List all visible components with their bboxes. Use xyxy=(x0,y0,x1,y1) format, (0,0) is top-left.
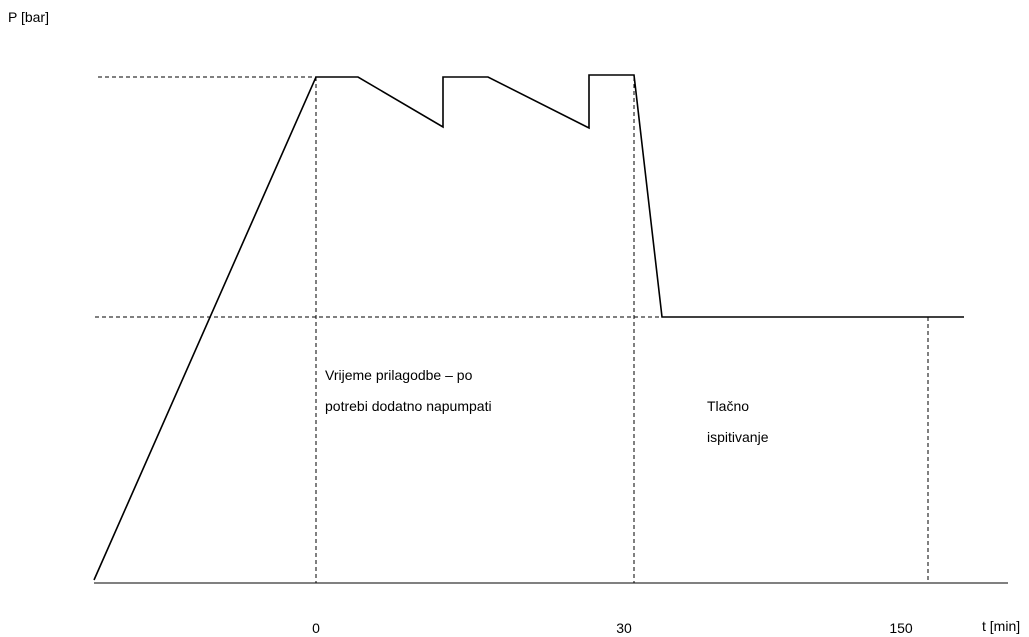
annotation-test-line-2: ispitivanje xyxy=(707,429,769,445)
x-tick-label-150: 150 xyxy=(889,620,913,636)
x-tick-label-0: 0 xyxy=(312,620,320,636)
annotation-adjustment-line-2: potrebi dodatno napumpati xyxy=(325,398,492,414)
pressure-curve xyxy=(93,74,964,581)
annotation-test-line-1: Tlačno xyxy=(707,398,749,414)
annotation-adjustment-line-1: Vrijeme prilagodbe – po xyxy=(325,367,473,383)
x-tick-label-30: 30 xyxy=(616,620,632,636)
y-axis-label: P [bar] xyxy=(8,9,49,25)
x-axis-label: t [min] xyxy=(982,618,1020,634)
